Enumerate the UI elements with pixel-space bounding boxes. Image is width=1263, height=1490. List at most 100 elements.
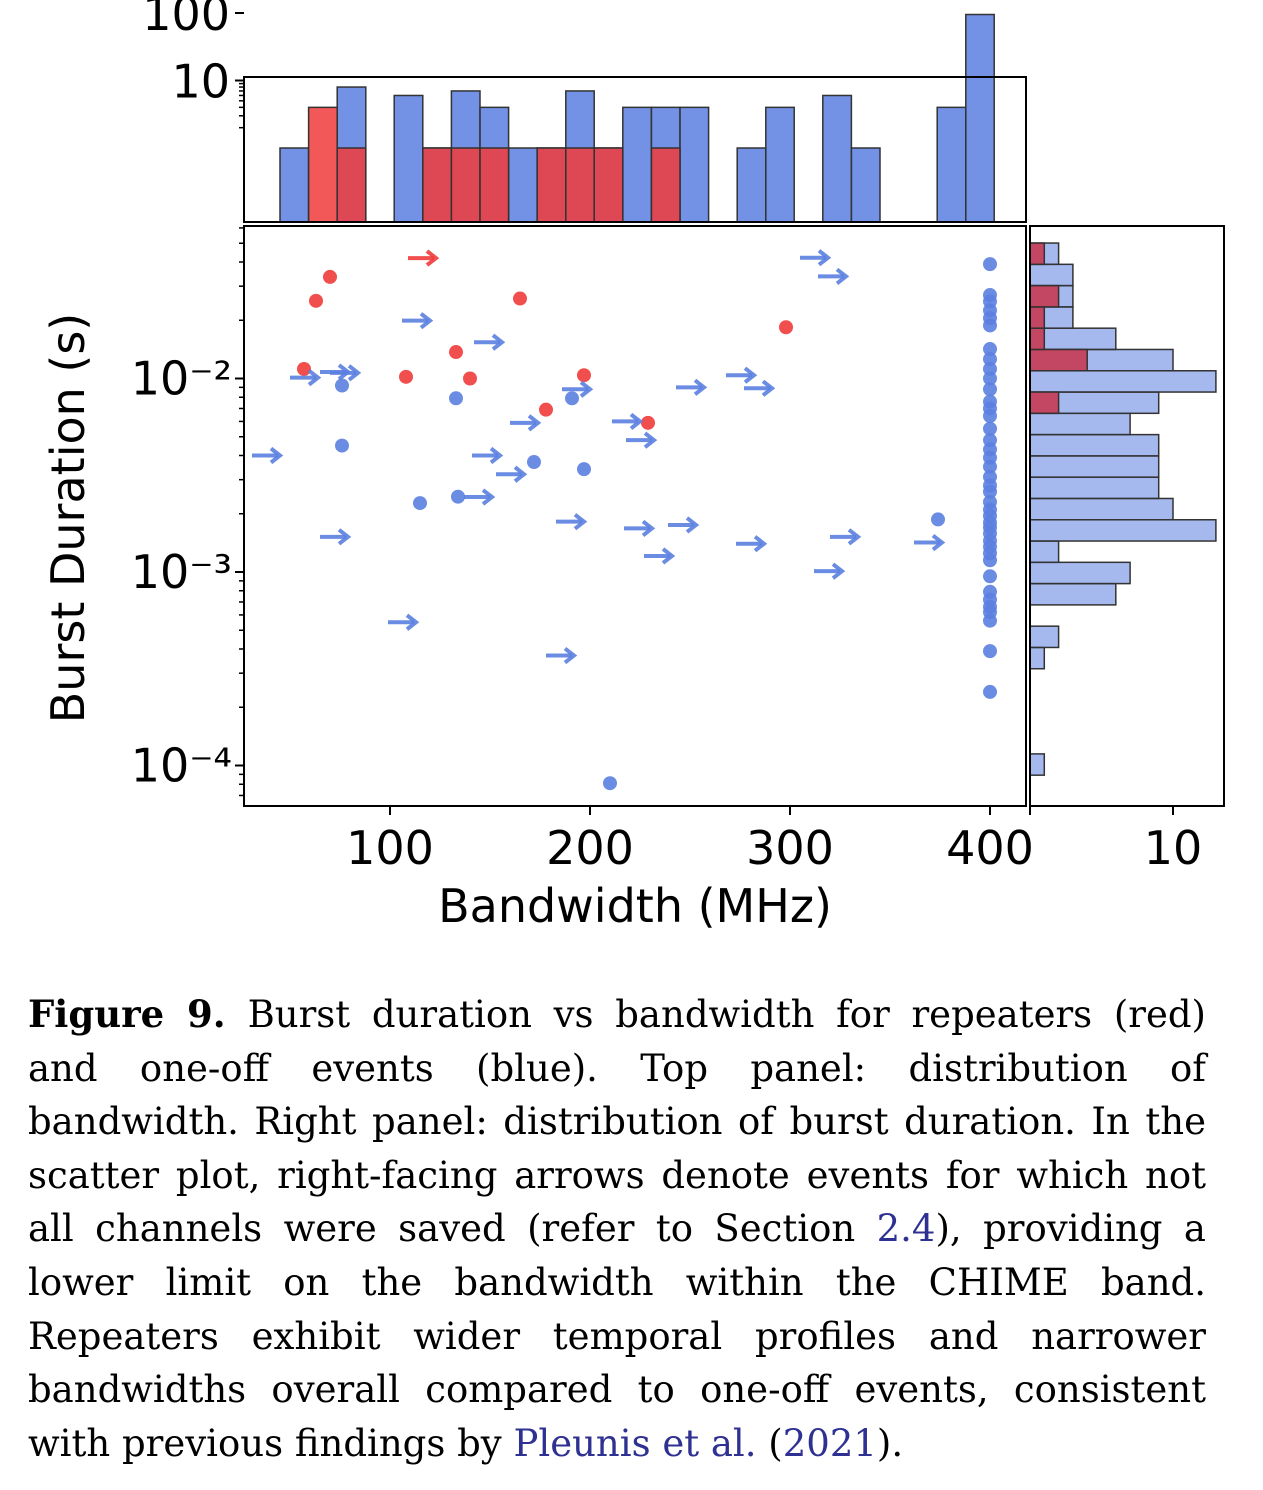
right-hist-bar-one-off [1029, 263, 1074, 287]
arrow-marker [744, 379, 776, 397]
arrow-marker [736, 535, 768, 553]
arrow-head [831, 562, 846, 580]
one-off-point [983, 352, 997, 367]
arrow-head [743, 366, 758, 384]
right-hist-bar-one-off [1029, 561, 1131, 585]
top-hist-bar-one-off [765, 106, 795, 223]
scatter-frame [243, 225, 1027, 807]
right-hist-bar-one-off [1029, 519, 1217, 542]
caption-text-2: ), providing a lower limit on the bandwi… [28, 1207, 1206, 1465]
arrow-head [643, 431, 658, 449]
right-hist-bar-one-off [1029, 625, 1060, 649]
right-hist-bar-repeater [1029, 306, 1046, 329]
arrow-head [661, 547, 676, 565]
right-hist-bar-one-off [1029, 646, 1046, 670]
top-hist-bar-one-off [822, 94, 853, 223]
right-hist-bar-one-off [1029, 433, 1160, 457]
arrow-marker [464, 488, 496, 506]
top-hist-bar-repeater [565, 147, 595, 223]
top-hist-bar-repeater [479, 147, 510, 223]
caption-label: Figure 9. [28, 992, 226, 1036]
arrow-marker [668, 516, 700, 534]
repeater-point [513, 291, 527, 306]
top-hist-bar-one-off [679, 106, 710, 223]
arrow-head [405, 613, 420, 631]
one-off-point [931, 512, 945, 527]
arrow-head [481, 488, 496, 506]
y-tick-label: 10⁻³ [131, 545, 232, 599]
top-hist-bar-repeater [422, 147, 453, 223]
one-off-point [983, 371, 997, 386]
right-hist-bar-one-off [1029, 753, 1046, 776]
arrow-marker [814, 562, 846, 580]
top-hist-bar-repeater [536, 147, 567, 223]
repeater-point [577, 368, 591, 383]
right-hist-bar-one-off [1029, 497, 1174, 521]
arrow-marker [676, 378, 708, 396]
top-hist-bar-repeater [307, 106, 338, 223]
one-off-point [449, 391, 463, 406]
top-histogram [279, 13, 995, 223]
section-link[interactable]: 2.4 [876, 1207, 936, 1251]
arrow-marker [800, 249, 832, 267]
right-hist-x-label: 10 [1144, 821, 1203, 875]
arrow-head [817, 249, 832, 267]
one-off-point [451, 489, 465, 504]
repeater-point [323, 269, 337, 284]
repeater-point [641, 415, 655, 430]
arrow-marker [624, 519, 656, 537]
top-hist-bar-one-off [736, 147, 767, 223]
top-hist-y-label: 10 [171, 55, 230, 109]
arrow-marker [818, 267, 850, 285]
arrow-head [641, 519, 656, 537]
arrow-marker [330, 364, 362, 382]
y-tick-label: 10⁻⁴ [131, 739, 232, 793]
top-hist-bar-one-off [507, 147, 538, 223]
x-tick-label: 400 [946, 821, 1034, 875]
x-tick-label: 200 [546, 821, 634, 875]
arrow-marker [546, 646, 578, 665]
one-off-point [983, 421, 997, 436]
top-hist-bar-one-off [965, 13, 995, 223]
one-off-point [983, 318, 997, 333]
one-off-point [565, 391, 579, 406]
arrow-head [573, 513, 588, 531]
one-off-point [983, 459, 997, 474]
right-hist-bar-one-off [1029, 582, 1117, 606]
arrow-head [347, 364, 362, 382]
citation-year-link[interactable]: 2021 [782, 1421, 877, 1465]
top-hist-y-label: 100 [142, 0, 230, 41]
right-hist-bar-repeater [1029, 348, 1088, 372]
arrow-head [527, 414, 542, 432]
arrow-head [629, 412, 644, 431]
one-off-point [577, 462, 591, 477]
right-hist-bar-repeater [1029, 284, 1060, 308]
arrow-marker [830, 528, 862, 546]
citation-author-link[interactable]: Pleunis et al. [513, 1421, 757, 1465]
arrow-head [337, 528, 352, 546]
arrow-head [847, 528, 862, 546]
one-off-point [983, 569, 997, 584]
arrow-marker [472, 446, 504, 465]
top-hist-frame [243, 76, 1027, 223]
repeater-point [309, 293, 323, 308]
right-histogram [1029, 242, 1217, 776]
right-hist-bar-one-off [1029, 540, 1060, 564]
arrow-marker [626, 431, 658, 449]
top-hist-bar-repeater [336, 147, 367, 223]
one-off-point [603, 776, 617, 791]
arrow-head [693, 378, 708, 396]
arrow-head [425, 249, 440, 267]
repeater-point [399, 369, 413, 384]
arrow-head [835, 267, 850, 285]
arrow-marker [914, 533, 946, 552]
right-hist-bar-repeater [1029, 327, 1046, 351]
one-off-point [983, 553, 997, 568]
right-hist-bar-repeater [1029, 242, 1046, 266]
arrow-head [931, 533, 946, 552]
y-axis-label: Burst Duration (s) [41, 313, 95, 724]
repeater-point [449, 345, 463, 360]
right-hist-bar-one-off [1029, 370, 1217, 393]
repeater-point [539, 402, 553, 417]
top-hist-bar-one-off [393, 94, 424, 223]
